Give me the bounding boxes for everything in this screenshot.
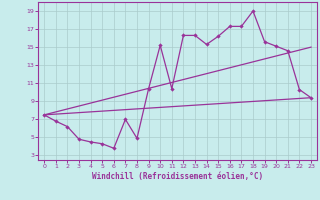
X-axis label: Windchill (Refroidissement éolien,°C): Windchill (Refroidissement éolien,°C): [92, 172, 263, 181]
